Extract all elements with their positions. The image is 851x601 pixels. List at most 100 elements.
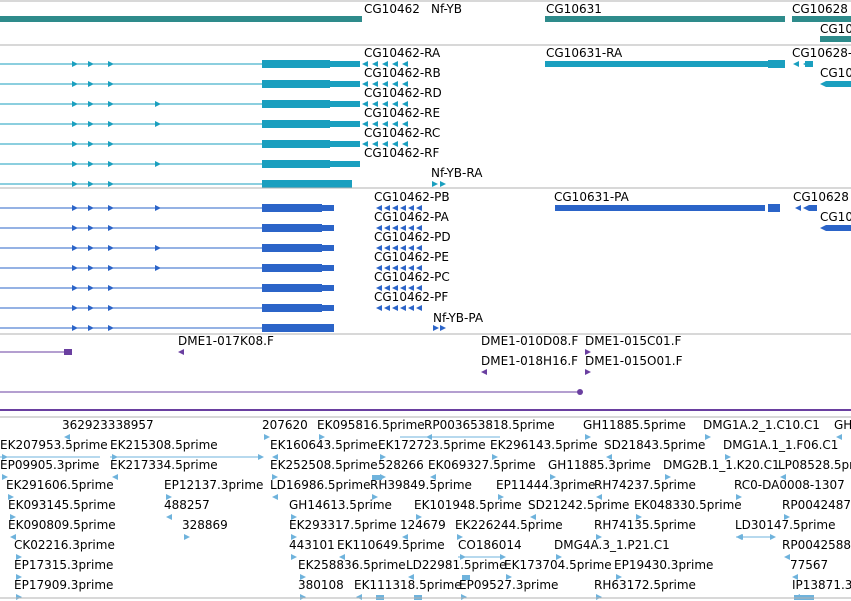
feature-label[interactable]: EK215308.5prime (110, 438, 218, 452)
feature-label[interactable]: EK173704.5prime (504, 558, 612, 572)
feature-label[interactable]: EP11444.3prime (496, 478, 595, 492)
feature-label[interactable]: DME1-017K08.F (178, 334, 274, 348)
gene-bar-cg10462[interactable] (0, 16, 362, 22)
feature-label[interactable]: RP0042487 (782, 498, 851, 512)
feature-label[interactable]: GH11885.3prime (548, 458, 651, 472)
transcript-cds[interactable] (262, 100, 330, 108)
feature-label[interactable]: CG10 (820, 210, 851, 224)
feature-label[interactable]: LP08528.5pri (778, 458, 851, 472)
feature-label[interactable]: 488257 (164, 498, 210, 512)
feature-label[interactable]: CG10 (820, 22, 851, 36)
feature-label[interactable]: DME1-010D08.F (481, 334, 578, 348)
exon-block[interactable] (826, 225, 851, 231)
exon-block[interactable] (805, 61, 813, 67)
feature-label[interactable]: EP09905.3prime (0, 458, 99, 472)
feature-label[interactable]: CG10628 (792, 2, 848, 16)
feature-label[interactable]: RH74135.5prime (594, 518, 696, 532)
feature-label[interactable]: EK258836.5prime (298, 558, 406, 572)
protein-cds[interactable] (262, 324, 334, 332)
feature-label[interactable]: SD21843.5prime (604, 438, 705, 452)
transcript-cds[interactable] (262, 160, 330, 168)
feature-label[interactable]: GH14613.5prime (289, 498, 392, 512)
protein-cds[interactable] (262, 284, 322, 292)
feature-label[interactable]: EK110649.5prime (337, 538, 445, 552)
feature-label[interactable]: RH39849.5prime (370, 478, 472, 492)
feature-label[interactable]: LD30147.5prime (735, 518, 836, 532)
feature-label[interactable]: EK111318.5prime (354, 578, 462, 592)
transcript-cds[interactable] (768, 60, 785, 68)
protein-utr[interactable] (322, 265, 334, 271)
protein-cds[interactable] (262, 244, 322, 252)
feature-label[interactable]: 380108 (298, 578, 344, 592)
feature-label[interactable]: EK296143.5prime (490, 438, 598, 452)
transcript-utr[interactable] (330, 61, 360, 67)
feature-label[interactable]: CG10462-RB (364, 66, 441, 80)
protein-cds[interactable] (262, 224, 322, 232)
transcript-cds[interactable] (262, 140, 330, 148)
feature-label[interactable]: CG10462-RC (364, 126, 440, 140)
feature-label[interactable]: EK207953.5prime (0, 438, 108, 452)
protein-utr[interactable] (322, 225, 334, 231)
clone-end[interactable] (64, 349, 72, 355)
transcript-cds[interactable] (262, 60, 330, 68)
transcript-cds[interactable] (262, 80, 330, 88)
feature-label[interactable]: 362923338957 (62, 418, 154, 432)
feature-label[interactable]: LD16986.5prime (270, 478, 371, 492)
protein-utr[interactable] (322, 245, 334, 251)
protein-utr[interactable] (322, 305, 334, 311)
feature-label[interactable]: EP19430.3prime (614, 558, 713, 572)
feature-label[interactable]: GH (834, 418, 851, 432)
transcript-cds[interactable] (262, 120, 330, 128)
feature-label[interactable]: IP13871.3 (792, 578, 851, 592)
feature-label[interactable]: RC0-DA0008-1307 (734, 478, 845, 492)
feature-label[interactable]: CO186014 (458, 538, 522, 552)
feature-label[interactable]: DMG1A.2_1.C10.C1 (703, 418, 820, 432)
protein-utr[interactable] (322, 205, 334, 211)
feature-label[interactable]: EK090809.5prime (8, 518, 116, 532)
feature-label[interactable]: EK093145.5prime (8, 498, 116, 512)
protein-cg10631-pa[interactable] (555, 205, 765, 211)
transcript-utr[interactable] (330, 81, 360, 87)
protein-cds[interactable] (768, 204, 780, 212)
protein-cds[interactable] (262, 204, 322, 212)
feature-label[interactable]: 207620 (262, 418, 308, 432)
clone-end-dot[interactable] (577, 389, 583, 395)
feature-label[interactable]: CG10631-RA (546, 46, 623, 60)
feature-label[interactable]: DME1-018H16.F (481, 354, 578, 368)
exon-block[interactable] (826, 81, 851, 87)
feature-label[interactable]: EK293317.5prime (289, 518, 397, 532)
feature-label[interactable]: CG10462-PD (374, 230, 451, 244)
feature-label[interactable]: CG10462-RE (364, 106, 440, 120)
feature-label[interactable]: CG10462-RF (364, 146, 440, 160)
feature-label[interactable]: EK048330.5prime (634, 498, 742, 512)
feature-label[interactable]: 124679 (400, 518, 446, 532)
feature-label[interactable]: CG10631-PA (554, 190, 630, 204)
feature-label[interactable]: RH74237.5prime (594, 478, 696, 492)
feature-label[interactable]: CG10462-RD (364, 86, 442, 100)
feature-label[interactable]: EP09527.3prime (459, 578, 558, 592)
feature-label[interactable]: EK217334.5prime (110, 458, 218, 472)
feature-label[interactable]: EK069327.5prime (428, 458, 536, 472)
feature-label[interactable]: CG10462-RA (364, 46, 441, 60)
est-block[interactable] (462, 575, 470, 580)
feature-label[interactable]: DMG4A.3_1.P21.C1 (554, 538, 670, 552)
exon-block[interactable] (809, 205, 817, 211)
feature-label[interactable]: Nf-YB (431, 2, 462, 16)
est-block[interactable] (372, 475, 382, 480)
feature-label[interactable]: EK226244.5prime (455, 518, 563, 532)
transcript-utr[interactable] (330, 121, 360, 127)
transcript-cg10631-ra[interactable] (545, 61, 785, 67)
feature-label[interactable]: EK095816.5prime (317, 418, 425, 432)
feature-label[interactable]: CG10462-PE (374, 250, 449, 264)
feature-label[interactable]: RH63172.5prime (594, 578, 696, 592)
feature-label[interactable]: 77567 (790, 558, 828, 572)
feature-label[interactable]: RP003653818.5prime (424, 418, 555, 432)
feature-label[interactable]: CK02216.3prime (14, 538, 115, 552)
feature-label[interactable]: CG10631 (546, 2, 602, 16)
feature-label[interactable]: CG10462-PB (374, 190, 450, 204)
gene-bar-cg10631[interactable] (545, 16, 785, 22)
feature-label[interactable]: EP12137.3prime (164, 478, 263, 492)
feature-label[interactable]: CG10462-PC (374, 270, 450, 284)
feature-label[interactable]: EK160643.5prime (270, 438, 378, 452)
